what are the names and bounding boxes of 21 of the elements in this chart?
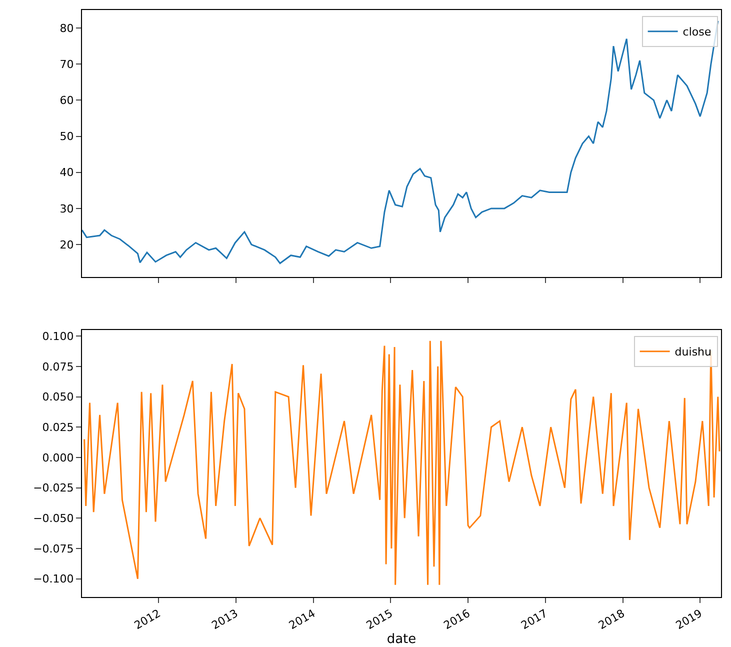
- y-tick-label: 0.100: [42, 330, 74, 343]
- line-series: [82, 20, 719, 264]
- y-tick-label: 0.000: [42, 451, 74, 464]
- legend-label: duishu: [674, 346, 712, 359]
- y-tick-label: −0.075: [33, 542, 74, 556]
- y-tick-label: −0.050: [33, 512, 74, 525]
- y-tick-label: 0.075: [42, 360, 74, 374]
- y-tick-label: 50: [60, 130, 74, 144]
- y-tick-label: 80: [60, 22, 74, 35]
- legend-label: close: [682, 26, 712, 39]
- x-axis-title: date: [386, 632, 416, 647]
- y-tick-label: 20: [60, 238, 74, 252]
- y-tick-label: 70: [60, 58, 74, 71]
- y-tick-label: 0.050: [42, 390, 74, 404]
- y-tick-label: 0.025: [42, 420, 74, 434]
- line-series: [84, 340, 720, 586]
- y-tick-label: 60: [60, 94, 74, 108]
- y-tick-label: −0.100: [33, 572, 74, 586]
- y-tick-label: 40: [60, 166, 74, 180]
- y-tick-label: 30: [60, 202, 74, 216]
- y-tick-label: −0.025: [33, 482, 74, 495]
